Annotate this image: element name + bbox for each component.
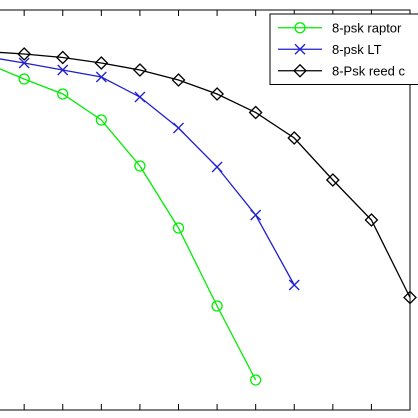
- marker-stroke: [211, 161, 223, 173]
- data-point: [211, 161, 223, 173]
- series-line: [0, 58, 295, 286]
- series-3: [0, 47, 417, 305]
- data-point: [294, 22, 306, 34]
- marker-stroke: [250, 209, 262, 221]
- data-point: [134, 160, 146, 172]
- series-line: [0, 68, 257, 381]
- data-point: [171, 73, 186, 87]
- series-2: [0, 57, 300, 291]
- data-point: [57, 88, 69, 100]
- data-point: [94, 56, 109, 70]
- series-line: [0, 51, 411, 298]
- data-point: [18, 57, 30, 69]
- legend-label: 8-Psk reed c: [332, 63, 405, 78]
- marker-stroke: [134, 91, 146, 103]
- series-layer: [0, 47, 417, 386]
- legend: 8-psk raptor 8-psk LT 8-Psk reed c: [269, 13, 418, 85]
- legend-entry-3: 8-Psk reed c: [278, 63, 405, 78]
- data-point: [95, 71, 107, 83]
- data-point: [17, 47, 32, 61]
- legend-entry-2: 8-psk LT: [278, 42, 382, 57]
- data-point: [210, 87, 225, 101]
- data-point: [57, 64, 69, 76]
- data-point: [403, 290, 417, 305]
- data-point: [211, 300, 223, 312]
- data-point: [172, 222, 185, 234]
- data-point: [293, 63, 307, 78]
- marker-stroke: [57, 64, 69, 76]
- series-1: [0, 68, 262, 386]
- data-point: [325, 173, 340, 187]
- data-point: [250, 209, 262, 221]
- marker-stroke: [95, 71, 107, 83]
- data-point: [250, 374, 262, 386]
- data-point: [173, 122, 184, 134]
- data-point: [55, 50, 70, 65]
- marker-stroke: [173, 122, 184, 134]
- data-point: [248, 105, 263, 120]
- data-point: [18, 73, 30, 85]
- marker-stroke: [294, 43, 306, 55]
- marker-stroke: [18, 57, 30, 69]
- data-point: [294, 43, 306, 55]
- data-point: [288, 279, 300, 291]
- marker-stroke: [288, 279, 300, 291]
- legend-label: 8-psk LT: [332, 42, 382, 57]
- data-point: [364, 213, 379, 227]
- legend-entry-1: 8-psk raptor: [278, 20, 402, 35]
- data-point: [134, 91, 146, 103]
- data-point: [95, 114, 107, 126]
- data-point: [287, 131, 302, 145]
- data-point: [132, 63, 147, 77]
- legend-label: 8-psk raptor: [332, 20, 402, 35]
